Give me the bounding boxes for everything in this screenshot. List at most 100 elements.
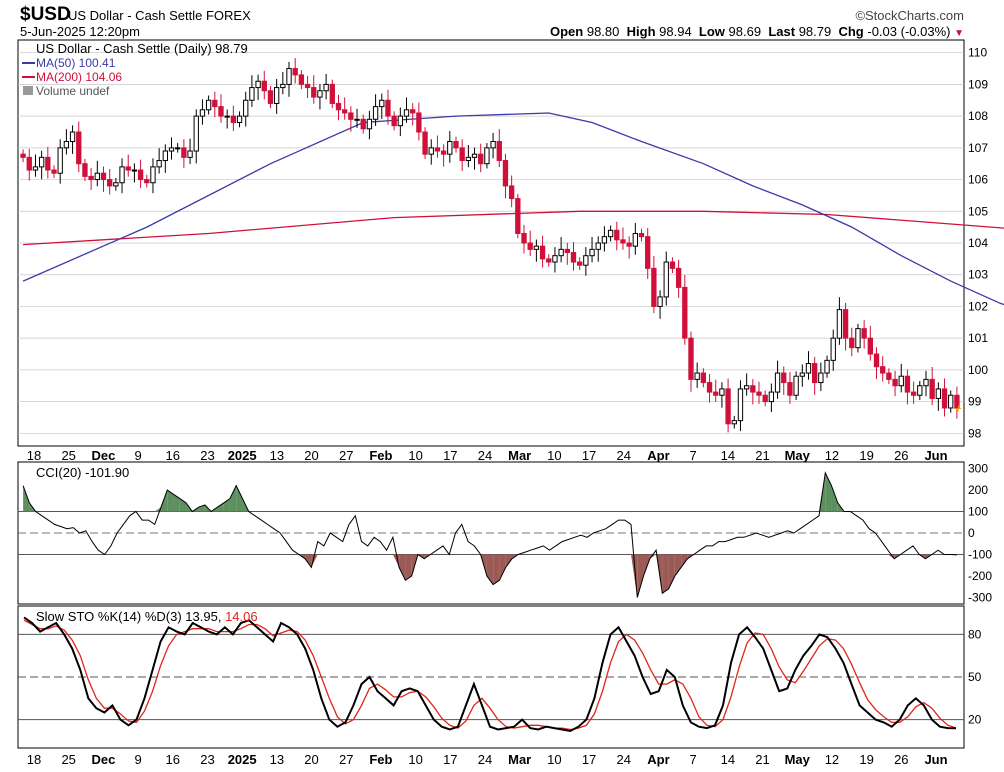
cci-oversold-fill [662, 554, 669, 594]
cci-oversold-fill [637, 554, 644, 598]
candle-body [292, 68, 298, 76]
low-value: 98.69 [728, 24, 762, 39]
cci-tick-label: 200 [968, 483, 988, 497]
price-tick-label: 103 [968, 268, 988, 282]
candle-body [94, 172, 100, 181]
candle-body [459, 147, 465, 162]
x-tick-label: 10 [408, 448, 422, 463]
x-tick-label: 24 [478, 448, 492, 463]
candle-body [298, 74, 305, 85]
cci-overbought-fill [831, 485, 838, 512]
x-tick-label: 2025 [228, 448, 257, 463]
candle-body [601, 236, 608, 244]
x-tick-label: 10 [547, 752, 561, 767]
x-tick-label: 20 [304, 448, 318, 463]
quote-date: 5-Jun-2025 12:20pm [20, 24, 140, 39]
candle-body [447, 141, 453, 155]
candle-body [880, 366, 886, 374]
price-legend: MA(50) 100.41 MA(200) 104.06 Volume unde… [22, 56, 122, 98]
candle-body [434, 147, 441, 152]
last-value: 98.79 [798, 24, 832, 39]
sto-tick-label: 50 [968, 670, 982, 684]
candle-body [867, 337, 873, 355]
candle-body [261, 80, 267, 92]
candle-body [700, 372, 707, 384]
candle-body [379, 99, 385, 108]
candle-body [205, 99, 212, 111]
cci-overbought-fill [173, 494, 180, 512]
candle-body [144, 179, 150, 184]
price-tick-label: 101 [968, 331, 988, 345]
candle-body [38, 156, 45, 168]
candle-body [923, 378, 929, 387]
high-label: High [626, 24, 656, 39]
candle-body [119, 166, 125, 184]
candle-body [787, 382, 793, 396]
price-gridlines [18, 52, 964, 434]
x-tick-label: 10 [547, 448, 561, 463]
open-label: Open [549, 24, 584, 39]
cci-oversold-fill [486, 554, 494, 585]
candle-body [774, 372, 781, 393]
candle-body [527, 242, 533, 250]
candle-body [682, 286, 688, 339]
x-tick-label: 18 [27, 448, 41, 463]
candle-body [131, 169, 138, 172]
price-y-axis: 98 99 100 101 102 103 104 105 106 107 108 109 110 [968, 46, 988, 441]
candle-body [273, 87, 280, 104]
cci-oversold-fill [631, 554, 638, 598]
candle-body [719, 388, 725, 396]
candle-body [904, 375, 911, 393]
x-tick-label: 7 [690, 448, 697, 463]
price-tick-label: 106 [968, 173, 988, 187]
cci-oversold-fill [499, 554, 506, 581]
x-tick-label: May [785, 448, 811, 463]
candle-body [638, 232, 645, 238]
candle-body [768, 391, 775, 403]
cci-tick-label: -300 [968, 591, 992, 605]
x-tick-label: Feb [369, 752, 392, 767]
candle-body [830, 337, 836, 361]
chg-value: -0.03 (-0.03%) [867, 24, 951, 39]
x-tick-label: Dec [91, 448, 115, 463]
candle-body [168, 147, 175, 152]
x-tick-label: 19 [859, 448, 873, 463]
x-tick-label: 27 [339, 752, 353, 767]
x-axis-labels-bottom: 18 25 Dec 9 16 23 2025 13 20 27 Feb 10 17 24 Mar 10 17 24… [27, 752, 948, 767]
cci-oversold-fill [399, 554, 406, 581]
candle-body [941, 388, 948, 409]
cci-oversold-fill [505, 554, 512, 568]
candle-body [675, 267, 682, 288]
candle-body [855, 328, 861, 349]
candle-body [478, 153, 484, 165]
price-candles: + [20, 58, 962, 433]
candle-body [137, 169, 144, 181]
candle-body [935, 388, 942, 399]
candle-body [385, 99, 391, 117]
price-tick-label: 100 [968, 363, 988, 377]
ticker-symbol: $USD [20, 4, 71, 25]
candle-body [100, 172, 107, 181]
x-tick-label: 17 [582, 752, 596, 767]
x-tick-label: 13 [270, 752, 284, 767]
x-tick-label: 24 [617, 448, 631, 463]
cci-overbought-fill [229, 485, 237, 512]
candle-body [88, 175, 94, 181]
sto-title-main: Slow STO %K(14) %D(3) 13.95, [36, 609, 221, 624]
candle-body [391, 115, 397, 127]
x-axis-labels: 18 25 Dec 9 16 23 2025 13 20 27 Feb 10 17 24 Mar 10 17 24… [27, 448, 948, 463]
cci-overbought-fill [217, 502, 224, 512]
candle-body [651, 267, 657, 307]
candle-body [212, 99, 218, 108]
candle-body [750, 385, 756, 393]
candle-body [218, 106, 224, 117]
candle-body [886, 372, 892, 380]
candle-body [861, 328, 867, 339]
candle-body [706, 382, 713, 393]
x-tick-label: 7 [690, 752, 697, 767]
candle-body [539, 245, 546, 260]
candle-body [267, 90, 274, 104]
cci-title: CCI(20) -101.90 [36, 465, 129, 480]
x-tick-label: Dec [91, 752, 115, 767]
